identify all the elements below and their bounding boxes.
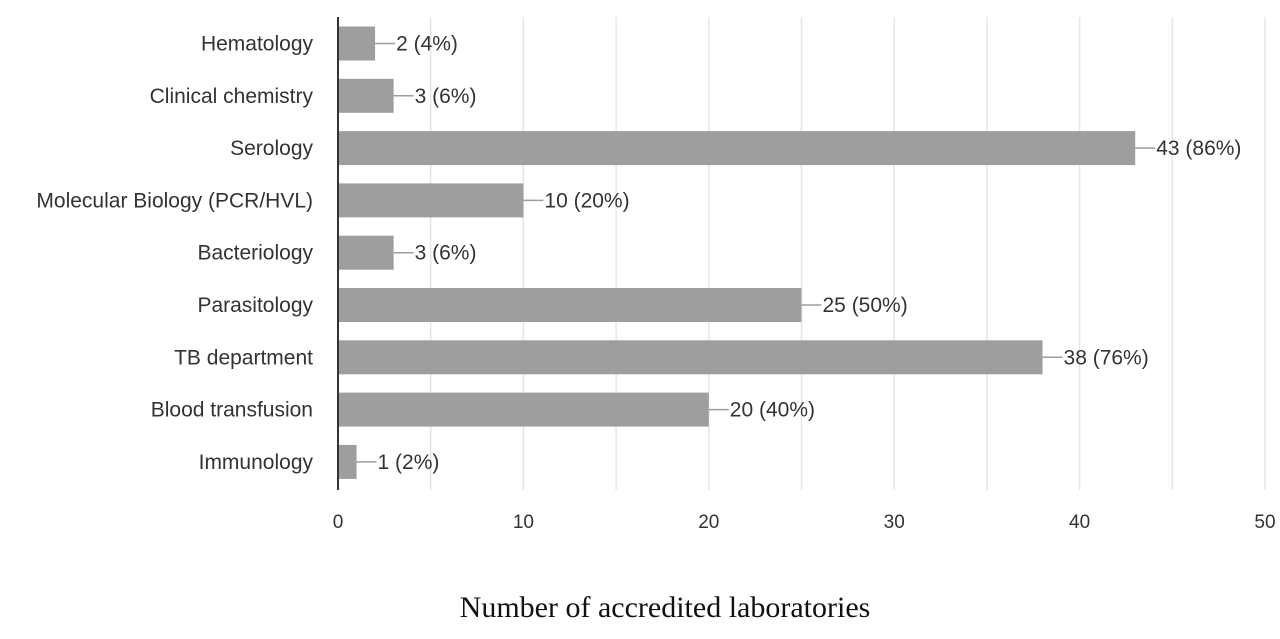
bar <box>338 78 394 113</box>
bar <box>338 26 376 61</box>
bar <box>338 235 394 270</box>
x-tick-label: 40 <box>1069 512 1090 533</box>
data-labels: 2 (4%) 3 (6%) 43 (86%) 10 (20%) 3 (6%) 25 (50… <box>378 33 1242 474</box>
category-labels: Hematology Clinical chemistry Serology Mole… <box>36 33 313 474</box>
x-tick-label: 0 <box>333 512 344 533</box>
bars <box>338 26 1136 479</box>
x-axis-title: Number of accredited laboratories <box>460 591 871 624</box>
category-label: Blood transfusion <box>151 399 313 422</box>
data-label: 25 (50%) <box>823 294 908 317</box>
bar <box>338 288 802 322</box>
x-tick-label: 10 <box>513 512 534 533</box>
bar <box>338 183 524 218</box>
data-label: 20 (40%) <box>730 399 815 422</box>
category-label: Bacteriology <box>197 242 313 265</box>
data-label: 1 (2%) <box>378 451 440 474</box>
bar <box>338 340 1043 375</box>
category-label: Molecular Biology (PCR/HVL) <box>36 189 313 212</box>
data-label: 10 (20%) <box>544 189 629 212</box>
bar <box>338 131 1136 166</box>
bar <box>338 444 357 479</box>
category-label: Clinical chemistry <box>150 85 314 108</box>
category-label: TB department <box>174 346 313 369</box>
x-tick-label: 50 <box>1254 512 1275 533</box>
x-tick-label: 30 <box>884 512 905 533</box>
x-tick-label: 20 <box>698 512 719 533</box>
leader-lines <box>356 42 1156 463</box>
data-label: 3 (6%) <box>415 242 477 265</box>
category-label: Immunology <box>199 451 314 474</box>
data-label: 2 (4%) <box>396 33 458 56</box>
x-tick-labels: 0 10 20 30 40 50 <box>333 512 1276 533</box>
grid-lines <box>429 17 1266 490</box>
data-label: 43 (86%) <box>1156 137 1241 160</box>
bar <box>338 392 709 427</box>
category-label: Serology <box>230 137 313 160</box>
category-label: Hematology <box>201 33 314 56</box>
data-label: 38 (76%) <box>1064 346 1149 369</box>
category-label: Parasitology <box>197 294 313 317</box>
data-label: 3 (6%) <box>415 85 477 108</box>
